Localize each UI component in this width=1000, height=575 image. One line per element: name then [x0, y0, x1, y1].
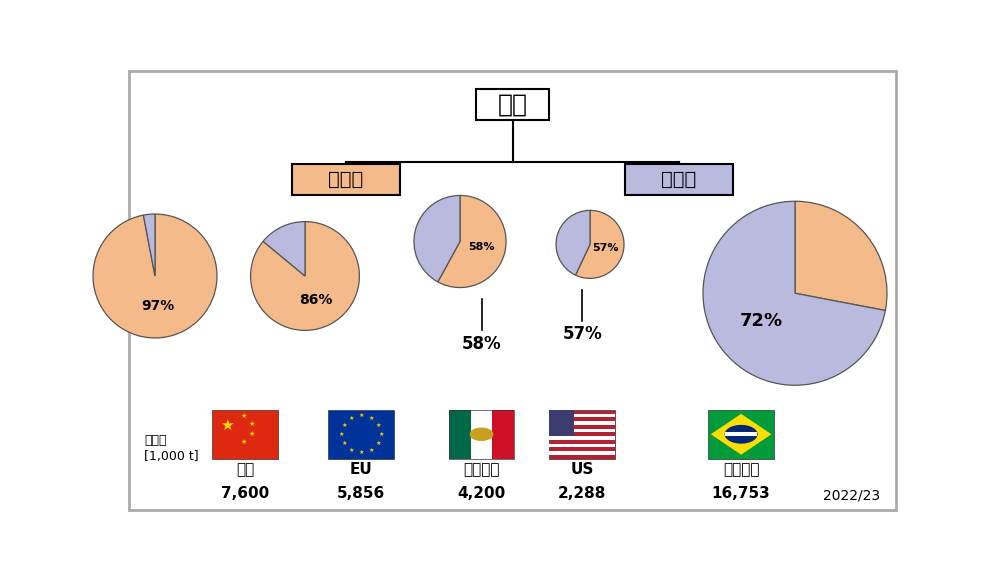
Text: 57%: 57% — [593, 243, 619, 253]
Wedge shape — [703, 201, 885, 385]
Text: 中国: 中国 — [236, 462, 254, 477]
Text: ★: ★ — [368, 448, 374, 453]
Text: ★: ★ — [378, 432, 384, 437]
Text: EU: EU — [350, 462, 373, 477]
Bar — [549, 451, 615, 455]
Bar — [449, 410, 471, 459]
Text: ★: ★ — [359, 450, 364, 455]
Bar — [549, 436, 615, 440]
Circle shape — [470, 427, 493, 441]
FancyBboxPatch shape — [476, 89, 549, 120]
Wedge shape — [93, 214, 217, 338]
Text: 2,288: 2,288 — [558, 486, 606, 501]
Text: 16,753: 16,753 — [712, 486, 770, 501]
Bar — [549, 444, 615, 447]
Bar — [449, 410, 514, 459]
Bar — [328, 410, 394, 459]
Bar — [549, 413, 615, 417]
Bar — [549, 410, 615, 459]
Text: 果実: 果実 — [498, 93, 528, 116]
Text: 97%: 97% — [141, 298, 174, 313]
Wedge shape — [251, 221, 359, 331]
Text: ★: ★ — [376, 423, 381, 428]
Text: ★: ★ — [349, 448, 354, 453]
Text: ★: ★ — [349, 416, 354, 421]
Text: ブラジル: ブラジル — [723, 462, 759, 477]
Wedge shape — [576, 210, 624, 278]
Polygon shape — [711, 414, 771, 455]
Text: 7,600: 7,600 — [221, 486, 269, 501]
Text: ★: ★ — [339, 432, 344, 437]
Wedge shape — [263, 221, 305, 276]
FancyBboxPatch shape — [292, 164, 400, 195]
Text: US: US — [571, 462, 594, 477]
Bar — [212, 410, 278, 459]
Bar — [708, 410, 774, 459]
Text: ★: ★ — [341, 423, 347, 428]
Wedge shape — [795, 201, 887, 310]
Wedge shape — [556, 210, 590, 275]
Text: 5,856: 5,856 — [337, 486, 386, 501]
Text: 72%: 72% — [739, 312, 783, 331]
Circle shape — [725, 425, 758, 444]
Text: 加工用: 加工用 — [662, 170, 697, 189]
Text: ★: ★ — [376, 441, 381, 446]
Text: ★: ★ — [241, 413, 247, 419]
Text: 2022/23: 2022/23 — [824, 489, 881, 503]
Text: 58%: 58% — [468, 242, 495, 252]
Text: 生産量: 生産量 — [144, 434, 167, 447]
Text: [1,000 t]: [1,000 t] — [144, 450, 199, 463]
Text: 57%: 57% — [562, 325, 602, 343]
Wedge shape — [438, 196, 506, 288]
Text: ★: ★ — [249, 431, 255, 437]
FancyBboxPatch shape — [625, 164, 733, 195]
Text: ★: ★ — [341, 441, 347, 446]
Bar — [492, 410, 514, 459]
Text: ★: ★ — [368, 416, 374, 421]
Wedge shape — [414, 196, 460, 282]
Bar — [549, 421, 615, 425]
Bar — [471, 410, 492, 459]
Text: 青果用: 青果用 — [328, 170, 364, 189]
Bar — [725, 432, 757, 436]
Text: ★: ★ — [249, 420, 255, 427]
Text: ★: ★ — [241, 439, 247, 445]
Text: 86%: 86% — [299, 293, 333, 306]
Text: 4,200: 4,200 — [457, 486, 506, 501]
Text: ★: ★ — [220, 418, 233, 433]
Bar — [549, 410, 574, 436]
Text: ★: ★ — [359, 413, 364, 418]
Bar — [549, 428, 615, 432]
Wedge shape — [143, 214, 155, 276]
Text: メキシコ: メキシコ — [463, 462, 500, 477]
Text: 58%: 58% — [462, 335, 501, 352]
